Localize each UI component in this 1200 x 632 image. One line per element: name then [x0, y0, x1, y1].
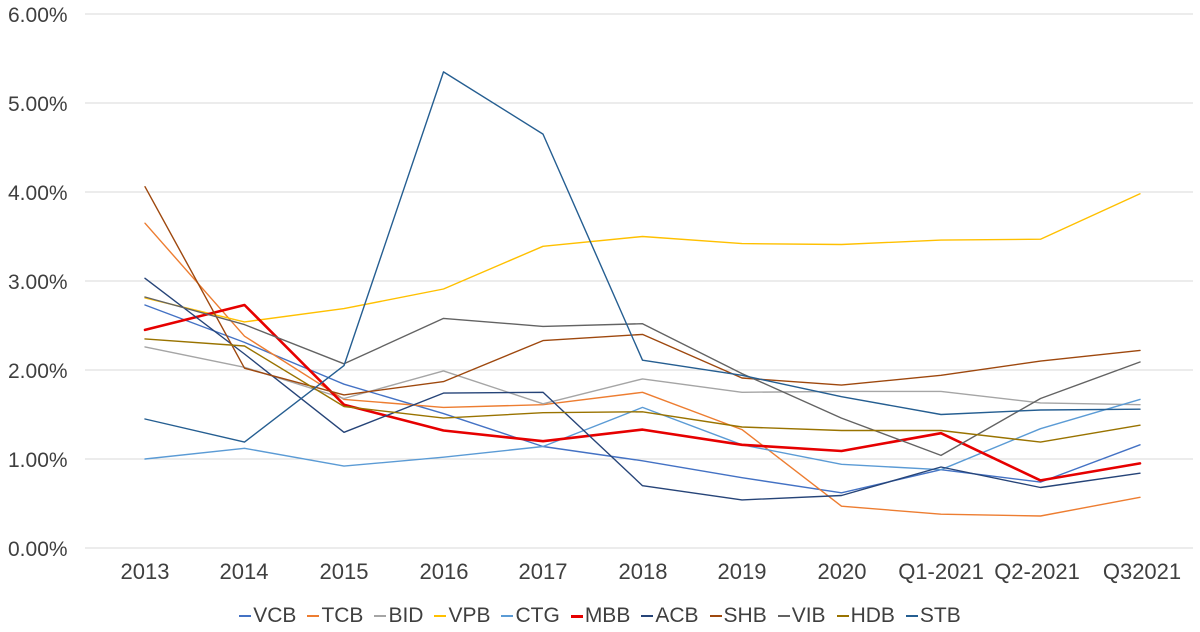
x-axis-label: 2020: [818, 559, 867, 584]
x-axis-label: 2015: [320, 559, 369, 584]
legend-label: TCB: [321, 604, 364, 627]
x-axis-label: 2016: [420, 559, 469, 584]
series-line-HDB: [144, 338, 1141, 443]
legend-item-STB: STB: [905, 604, 961, 628]
legend-label: CTG: [515, 604, 560, 627]
x-axis-label: Q32021: [1103, 559, 1181, 584]
y-axis-tick-label: 6.00%: [8, 4, 68, 27]
legend-item-CTG: CTG: [501, 604, 560, 628]
legend-dash-icon: [905, 615, 918, 617]
x-axis-label: 2013: [121, 559, 170, 584]
legend-dash-icon: [307, 615, 320, 617]
legend-dash-icon: [641, 615, 654, 617]
legend-dash-icon: [434, 615, 447, 617]
legend-dash-icon: [374, 615, 387, 617]
x-axis-label: Q2-2021: [994, 559, 1080, 584]
x-axis-label: 2014: [220, 559, 269, 584]
chart-legend: VCB TCB BID VPB CTG MBB ACB SHB VIB HDB STB: [0, 604, 1200, 628]
y-axis-tick-label: 4.00%: [8, 182, 68, 205]
series-line-VIB: [144, 296, 1141, 457]
legend-item-HDB: HDB: [836, 604, 895, 628]
legend-item-MBB: MBB: [570, 604, 631, 628]
series-line-VCB: [144, 304, 1141, 494]
legend-label: VPB: [448, 604, 491, 627]
legend-dash-icon: [501, 615, 514, 617]
legend-item-BID: BID: [374, 604, 423, 628]
legend-item-VIB: VIB: [777, 604, 826, 628]
legend-label: VIB: [791, 604, 826, 627]
series-line-VPB: [144, 193, 1141, 323]
legend-item-ACB: ACB: [641, 604, 699, 628]
legend-item-VPB: VPB: [434, 604, 490, 628]
series-line-CTG: [144, 398, 1141, 471]
x-axis-label: 2019: [718, 559, 767, 584]
legend-dash-icon: [709, 615, 722, 617]
legend-label: HDB: [850, 604, 895, 627]
legend-label: SHB: [723, 604, 767, 627]
legend-dash-icon: [570, 614, 583, 618]
x-axis-label: 2017: [519, 559, 568, 584]
legend-dash-icon: [777, 615, 790, 617]
y-axis-tick-label: 0.00%: [8, 538, 68, 561]
legend-item-VCB: VCB: [239, 604, 296, 628]
legend-label: ACB: [655, 604, 699, 627]
legend-label: VCB: [253, 604, 297, 627]
x-axis-label: Q1-2021: [898, 559, 984, 584]
series-line-STB: [144, 71, 1141, 443]
y-axis-tick-label: 1.00%: [8, 449, 68, 472]
legend-dash-icon: [239, 615, 252, 617]
y-axis-tick-label: 2.00%: [8, 360, 68, 383]
series-line-TCB: [144, 222, 1141, 517]
series-line-MBB: [143, 303, 1142, 482]
series-line-BID: [144, 346, 1141, 406]
legend-label: STB: [919, 604, 961, 627]
legend-item-TCB: TCB: [307, 604, 363, 628]
legend-item-SHB: SHB: [709, 604, 767, 628]
legend-label: MBB: [584, 604, 631, 627]
legend-dash-icon: [836, 615, 849, 617]
series-line-ACB: [144, 277, 1141, 501]
y-axis-tick-label: 3.00%: [8, 271, 68, 294]
legend-label: BID: [388, 604, 424, 627]
y-axis-tick-label: 5.00%: [8, 93, 68, 116]
x-axis-label: 2018: [619, 559, 668, 584]
